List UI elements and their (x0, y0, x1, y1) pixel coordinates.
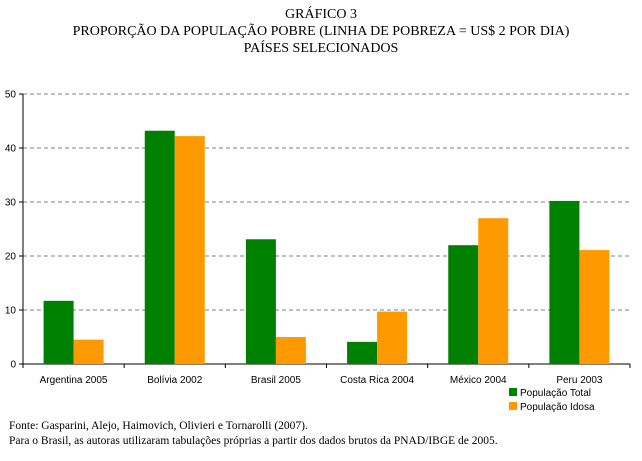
x-tick-label: México 2004 (450, 375, 507, 386)
legend-swatch (509, 388, 517, 396)
chart-subtitle: PAÍSES SELECIONADOS (243, 41, 399, 56)
source-notes: Fonte: Gasparini, Alejo, Haimovich, Oliv… (9, 419, 498, 449)
y-tick-label: 10 (5, 306, 17, 317)
legend-label: População Total (520, 388, 591, 399)
x-tick-label: Peru 2003 (556, 375, 603, 386)
bar-populacao-total (549, 200, 580, 364)
bar-populacao-idosa (377, 311, 408, 364)
legend-label: População Idosa (520, 402, 595, 413)
y-tick-label: 40 (5, 144, 17, 155)
bar-populacao-idosa (579, 250, 610, 364)
y-tick-label: 20 (5, 252, 17, 263)
bar-populacao-total (144, 130, 175, 364)
legend-swatch (509, 402, 517, 410)
x-tick-label: Bolívia 2002 (147, 375, 202, 386)
y-tick-label: 50 (5, 90, 17, 101)
source-text: Fonte: Gasparini, Alejo, Haimovich, Oliv… (9, 420, 308, 432)
x-tick-label: Costa Rica 2004 (340, 375, 414, 386)
bar-populacao-total (448, 245, 479, 364)
bar-populacao-idosa (174, 136, 205, 364)
chart-title-block: GRÁFICO 3 PROPORÇÃO DA POPULAÇÃO POBRE (… (0, 6, 642, 57)
chart-title-number: GRÁFICO 3 (285, 7, 357, 22)
chart-title: PROPORÇÃO DA POPULAÇÃO POBRE (LINHA DE P… (72, 24, 570, 39)
bar-populacao-total (347, 341, 378, 364)
bar-populacao-total (245, 239, 276, 364)
x-tick-label: Brasil 2005 (251, 375, 301, 386)
bar-populacao-total (43, 300, 74, 364)
bar-populacao-idosa (73, 339, 104, 364)
note-text: Para o Brasil, as autoras utilizaram tab… (9, 435, 498, 447)
bar-populacao-idosa (275, 337, 306, 364)
bar-populacao-idosa (478, 218, 509, 364)
y-tick-label: 0 (10, 360, 16, 371)
x-tick-label: Argentina 2005 (40, 375, 108, 386)
y-tick-label: 30 (5, 198, 17, 209)
